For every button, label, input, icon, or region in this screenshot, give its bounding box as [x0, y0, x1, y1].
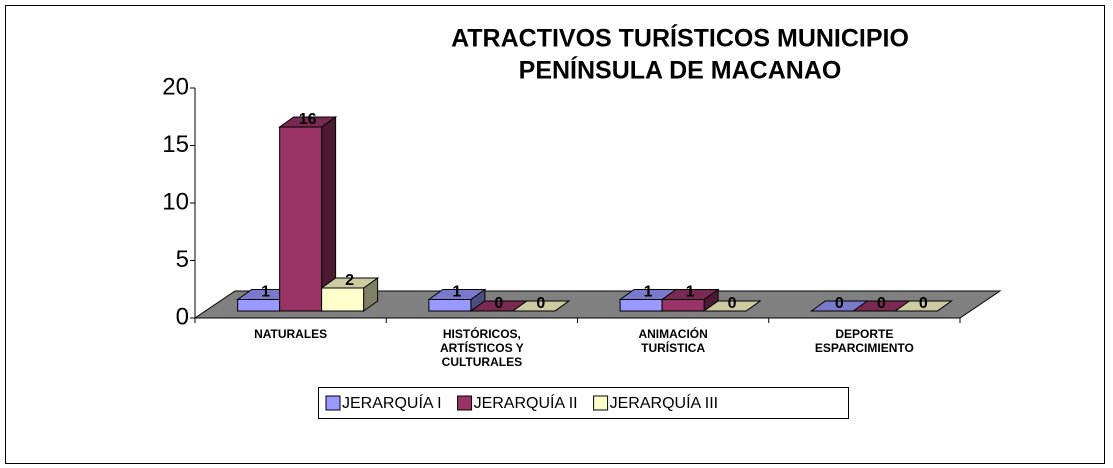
bar-top [702, 300, 762, 312]
value-label: 0 [494, 295, 503, 312]
bar-front [661, 299, 705, 312]
legend-swatch [457, 395, 473, 411]
y-tick-label: 20 [162, 73, 189, 100]
value-label: 2 [345, 272, 354, 289]
legend-swatch [325, 395, 341, 411]
value-label: 0 [536, 295, 545, 312]
legend-label: JERARQUÍA II [474, 393, 578, 412]
bar-front [279, 126, 323, 312]
y-tick-label: 15 [162, 131, 189, 158]
y-tick-label: 10 [162, 188, 189, 215]
chart-title: ATRACTIVOS TURÍSTICOS MUNICIPIO [451, 24, 909, 53]
y-tick-label: 0 [176, 303, 189, 330]
bar-front [321, 287, 365, 312]
value-label: 0 [835, 295, 844, 312]
bar [511, 300, 571, 312]
bar-front [428, 299, 472, 312]
bar-top [511, 300, 571, 312]
legend-box [318, 387, 849, 419]
value-label: 1 [261, 284, 270, 301]
value-label: 1 [644, 284, 653, 301]
value-label: 16 [299, 111, 317, 128]
bar [278, 116, 338, 312]
legend-swatch [593, 395, 609, 411]
bar [702, 300, 762, 312]
value-label: 0 [919, 295, 928, 312]
value-label: 0 [728, 295, 737, 312]
legend-label: JERARQUÍA III [610, 393, 718, 412]
x-tick-label: DEPORTE ESPARCIMIENTO [815, 327, 914, 355]
y-tick-label: 5 [176, 246, 189, 273]
bar [427, 288, 487, 312]
x-tick-label: HISTÓRICOS, ARTÍSTICOS Y CULTURALES [440, 326, 524, 369]
bar-front [237, 299, 281, 312]
bar-top [893, 300, 953, 312]
bar-front [619, 299, 663, 312]
legend-label: JERARQUÍA I [342, 393, 442, 412]
x-tick-label: ANIMACIÓN TURÍSTICA [638, 326, 707, 355]
value-label: 0 [877, 295, 886, 312]
value-label: 1 [452, 284, 461, 301]
bar [320, 277, 380, 312]
value-label: 1 [686, 284, 695, 301]
chart-title: PENÍNSULA DE MACANAO [519, 56, 842, 85]
x-tick-label: NATURALES [254, 327, 327, 341]
bar [893, 300, 953, 312]
